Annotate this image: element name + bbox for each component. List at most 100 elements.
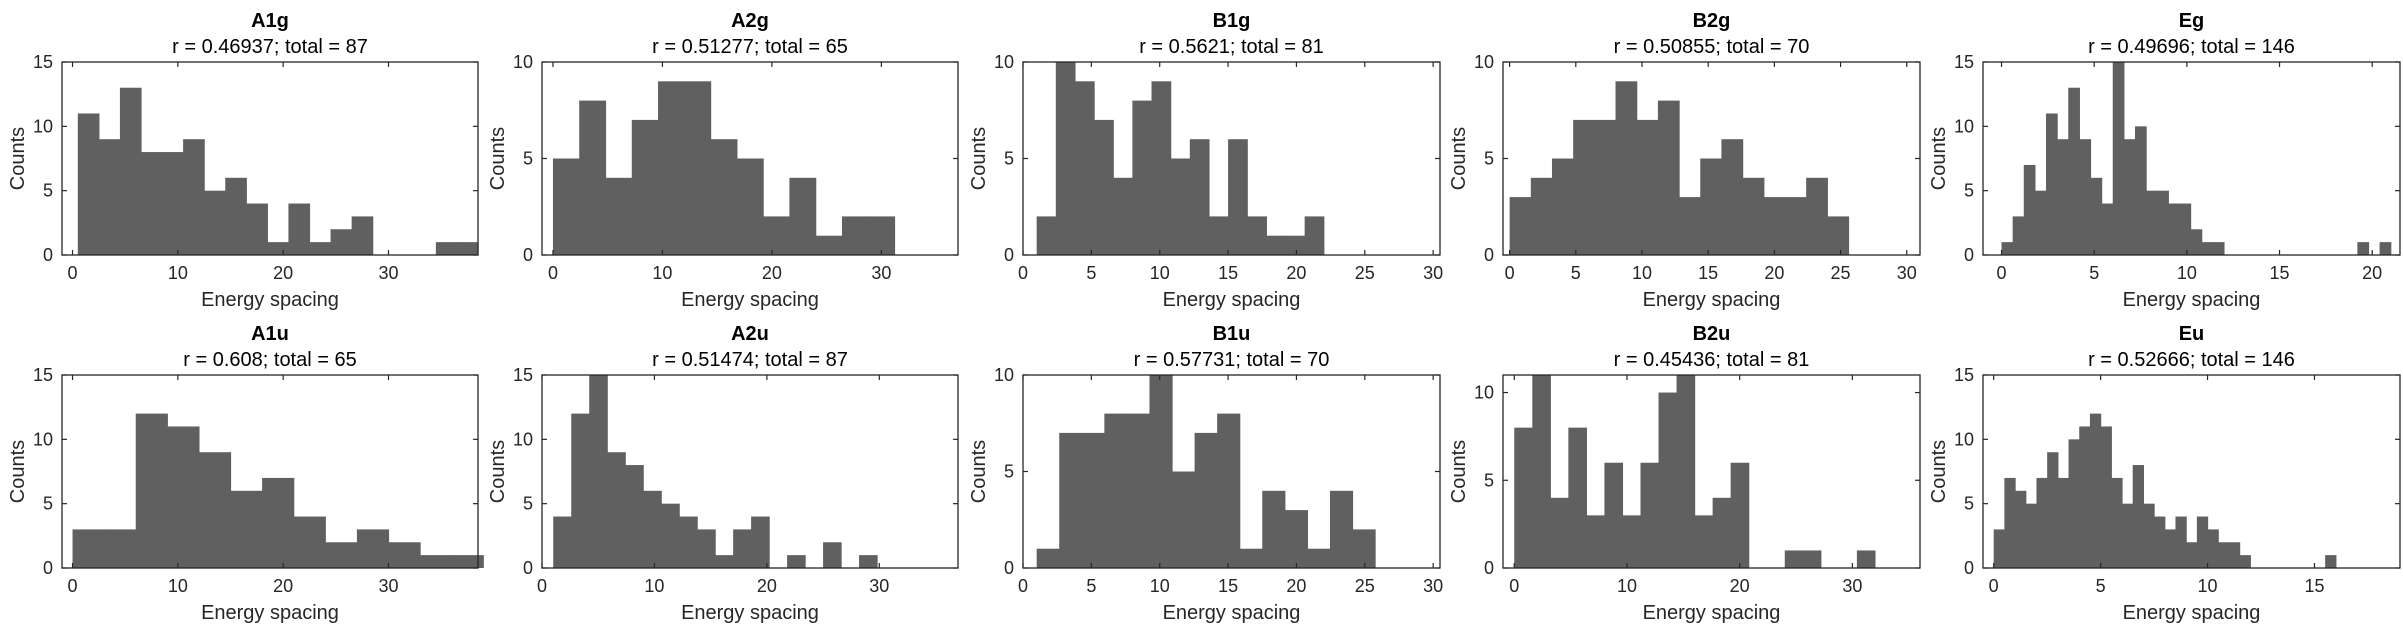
histogram-bar xyxy=(643,490,662,568)
histogram-bar xyxy=(198,452,232,568)
histogram-bar xyxy=(1036,548,1060,568)
chart-title: B1g xyxy=(1213,10,1251,32)
histogram-bar xyxy=(1094,119,1114,256)
histogram-bar xyxy=(1059,432,1083,568)
histogram-bar xyxy=(1712,497,1732,568)
histogram-bar xyxy=(1126,413,1151,568)
histogram-bar xyxy=(2057,477,2070,568)
x-tick-label: 15 xyxy=(2270,263,2290,283)
x-tick-label: 5 xyxy=(1086,263,1096,283)
x-tick-label: 15 xyxy=(1698,263,1718,283)
x-tick-label: 10 xyxy=(1150,576,1170,596)
histogram-bar xyxy=(2023,164,2036,255)
x-tick-label: 20 xyxy=(1730,576,1750,596)
x-tick-label: 20 xyxy=(1764,263,1784,283)
histogram-bar xyxy=(288,203,311,255)
histogram-bar xyxy=(1594,119,1617,256)
y-tick-label: 10 xyxy=(1474,383,1494,403)
x-tick-label: 0 xyxy=(1509,576,1519,596)
y-tick-label: 5 xyxy=(1964,181,1974,201)
histogram-bar xyxy=(1568,427,1587,568)
histogram-bar xyxy=(859,555,878,568)
y-tick-label: 15 xyxy=(1954,365,1974,385)
histogram-bar xyxy=(1550,497,1569,568)
chart-panel-b2g: 0 5 10 15 20 25 30 0 5 10 B2g r = 0.50855; total = … xyxy=(1448,10,1921,311)
x-axis-label: Energy spacing xyxy=(1643,602,1781,624)
chart-title: B2g xyxy=(1693,10,1731,32)
histogram-bar xyxy=(589,375,608,568)
histogram-bar xyxy=(2046,113,2058,255)
y-tick-label: 0 xyxy=(1484,245,1494,265)
histogram-bar xyxy=(72,529,105,568)
histogram-bar xyxy=(552,158,580,255)
histogram-bar xyxy=(1742,177,1765,255)
histogram-bar xyxy=(230,490,263,568)
y-axis-label: Counts xyxy=(7,127,29,190)
histogram-bar xyxy=(2190,229,2203,255)
chart-panel-b1g: 0 5 10 15 20 25 30 0 5 10 B1g r = 0.5621; total = 8… xyxy=(968,10,1443,311)
x-tick-label: 15 xyxy=(1218,263,1238,283)
histogram-bar xyxy=(309,242,332,255)
y-tick-label: 0 xyxy=(1484,558,1494,578)
chart-panel-eu: 0 5 10 15 0 5 10 15 Eu r = 0.52666; total = 146 En… xyxy=(1928,323,2401,624)
y-tick-label: 5 xyxy=(523,494,533,514)
axes-box xyxy=(541,374,959,569)
x-axis-label: Energy spacing xyxy=(681,289,819,311)
histogram-bar xyxy=(1658,392,1678,568)
x-axis-label: Energy spacing xyxy=(2123,289,2261,311)
histogram-bar xyxy=(1247,216,1267,255)
histogram-bar xyxy=(1993,529,2005,568)
histogram-bar xyxy=(2179,203,2192,255)
histogram-bar xyxy=(1307,548,1331,568)
y-tick-label: 5 xyxy=(1004,462,1014,482)
histogram-bar xyxy=(1636,119,1659,256)
x-tick-label: 10 xyxy=(2177,263,2197,283)
histogram-bar xyxy=(679,516,698,568)
histogram-bar xyxy=(2101,203,2114,255)
histogram-bar xyxy=(1730,462,1750,568)
chart-panel-a2u: 0 10 20 30 0 5 10 15 A2u r = 0.51474; total = 87 E… xyxy=(487,323,959,624)
chart-subtitle: r = 0.51474; total = 87 xyxy=(652,349,848,371)
y-tick-label: 0 xyxy=(523,558,533,578)
histogram-bar xyxy=(1151,81,1172,255)
histogram-bar xyxy=(2186,542,2198,568)
y-axis-label: Counts xyxy=(487,440,509,503)
histogram-bar xyxy=(162,152,184,255)
histogram-bar xyxy=(1551,158,1574,255)
histogram-bar xyxy=(2218,542,2230,568)
histogram-bar xyxy=(763,216,791,255)
histogram-bar xyxy=(2012,216,2025,255)
x-tick-label: 30 xyxy=(1423,576,1443,596)
histogram-bar xyxy=(1530,177,1553,255)
histogram-bar xyxy=(356,529,390,568)
x-tick-label: 10 xyxy=(1150,263,1170,283)
histogram-bar xyxy=(736,158,764,255)
histogram-bar xyxy=(2201,242,2214,255)
histogram-bar xyxy=(823,542,842,568)
y-tick-label: 5 xyxy=(1004,149,1014,169)
histogram-bar xyxy=(2175,516,2187,568)
x-tick-label: 10 xyxy=(652,263,672,283)
chart-subtitle: r = 0.51277; total = 65 xyxy=(652,36,848,58)
histogram-bar xyxy=(77,113,100,255)
histogram-bar xyxy=(2146,190,2158,255)
x-axis-label: Energy spacing xyxy=(1163,602,1301,624)
y-tick-label: 0 xyxy=(523,245,533,265)
y-tick-label: 10 xyxy=(1954,429,1974,449)
histogram-bar xyxy=(1604,462,1624,568)
histogram-bar xyxy=(183,139,205,255)
x-tick-label: 0 xyxy=(1989,576,1999,596)
y-tick-label: 15 xyxy=(33,52,53,72)
histogram-bar xyxy=(1304,216,1325,255)
chart-title: A1u xyxy=(251,323,289,345)
histogram-bar xyxy=(1284,510,1308,568)
histogram-bar xyxy=(1104,413,1128,568)
x-tick-label: 10 xyxy=(168,263,188,283)
histogram-bar xyxy=(2079,139,2092,255)
x-tick-label: 20 xyxy=(2362,263,2382,283)
y-axis-label: Counts xyxy=(1448,127,1470,190)
histogram-bar xyxy=(2134,126,2147,255)
histogram-bar xyxy=(1700,158,1723,255)
histogram-bar xyxy=(1640,462,1660,568)
y-tick-label: 10 xyxy=(513,52,533,72)
